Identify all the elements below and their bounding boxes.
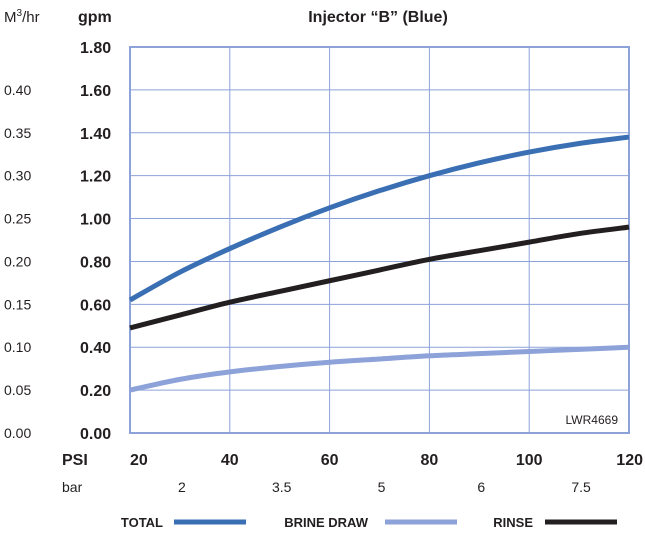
left-unit-label: M3/hr: [4, 8, 40, 26]
x-tick-label-1: 40: [221, 452, 239, 469]
x-tick-label-2: 60: [321, 452, 339, 469]
left-unit-suffix: /hr: [22, 9, 40, 26]
series-line-0: [128, 134, 630, 303]
legend-label-0: TOTAL: [121, 515, 163, 530]
m3-tick-label-0: 0.00: [4, 425, 31, 441]
bar-tick-label-2: 5: [378, 479, 386, 495]
series-line-2: [129, 224, 630, 331]
plot-frame: [129, 46, 630, 434]
m3-tick-label-3: 0.15: [4, 296, 31, 312]
m3-tick-label-6: 0.30: [4, 168, 31, 184]
y-tick-label-8: 1.60: [80, 83, 111, 100]
x-tick-label-5: 120: [616, 452, 643, 469]
m3-tick-label-4: 0.20: [4, 253, 31, 269]
x-tick-labels: 20 40 60 80 100 120: [130, 452, 643, 469]
bar-axis-label: bar: [62, 479, 83, 495]
legend: TOTAL BRINE DRAW RINSE: [121, 515, 617, 530]
x-axis-label: PSI: [62, 452, 88, 469]
y-tick-label-6: 1.20: [80, 169, 111, 186]
legend-label-1: BRINE DRAW: [284, 515, 369, 530]
bar-tick-labels: 2 3.5 5 6 7.5: [178, 479, 591, 495]
m3-tick-label-5: 0.25: [4, 211, 31, 227]
bar-tick-label-0: 2: [178, 479, 186, 495]
y-tick-label-7: 1.40: [80, 126, 111, 143]
bar-tick-label-3: 6: [477, 479, 485, 495]
y-tick-label-2: 0.40: [80, 340, 111, 357]
y-tick-label-4: 0.80: [80, 254, 111, 271]
chart-title: Injector “B” (Blue): [308, 9, 448, 26]
m3-tick-labels: 0.00 0.05 0.10 0.15 0.20 0.25 0.30 0.35 0.40: [4, 82, 31, 441]
left-unit-base: M: [4, 9, 17, 26]
m3-tick-label-7: 0.35: [4, 125, 31, 141]
x-tick-label-4: 100: [516, 452, 543, 469]
y-tick-label-9: 1.80: [80, 40, 111, 57]
y-tick-label-3: 0.60: [80, 297, 111, 314]
x-tick-label-3: 80: [421, 452, 439, 469]
left-unit-exp: 3: [17, 8, 23, 19]
m3-tick-label-1: 0.05: [4, 382, 31, 398]
y-axis-label: gpm: [78, 9, 112, 26]
x-tick-label-0: 20: [130, 452, 148, 469]
legend-label-2: RINSE: [493, 515, 533, 530]
series-line-1: [129, 344, 630, 393]
y-tick-label-0: 0.00: [80, 426, 111, 443]
bar-tick-label-1: 3.5: [272, 479, 292, 495]
y-tick-label-1: 0.20: [80, 383, 111, 400]
m3-tick-label-2: 0.10: [4, 339, 31, 355]
grid: [130, 47, 629, 433]
series-lines: [128, 134, 630, 393]
y-tick-labels: 0.00 0.20 0.40 0.60 0.80 1.00 1.20 1.40 1.60 1.80: [80, 40, 111, 443]
y-tick-label-5: 1.00: [80, 212, 111, 229]
bar-tick-label-4: 7.5: [571, 479, 591, 495]
m3-tick-label-8: 0.40: [4, 82, 31, 98]
watermark: LWR4669: [566, 413, 619, 427]
